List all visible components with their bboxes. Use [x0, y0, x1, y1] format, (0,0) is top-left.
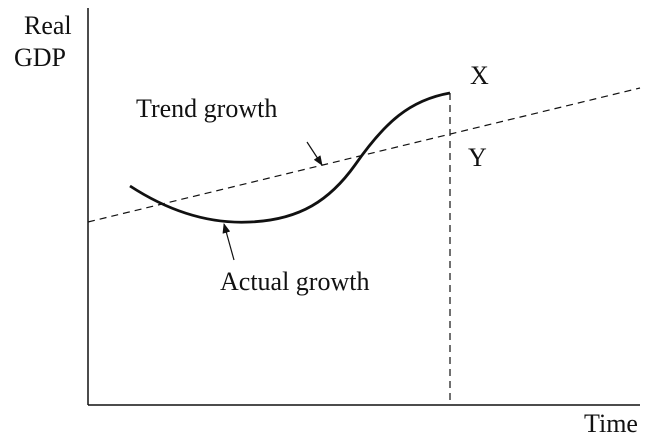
- y-axis-label: Real: [24, 11, 72, 40]
- y-axis-label: GDP: [14, 43, 66, 72]
- point-label: X: [470, 61, 489, 90]
- actual-curve: [129, 91, 451, 224]
- arrow: [306, 141, 323, 166]
- point-label: Y: [468, 143, 487, 172]
- x-axis-label: Time: [584, 409, 638, 436]
- arrow: [222, 223, 235, 261]
- curve-label: Trend growth: [136, 94, 277, 123]
- curve-label: Actual growth: [220, 267, 369, 296]
- trend-line: [87, 87, 641, 223]
